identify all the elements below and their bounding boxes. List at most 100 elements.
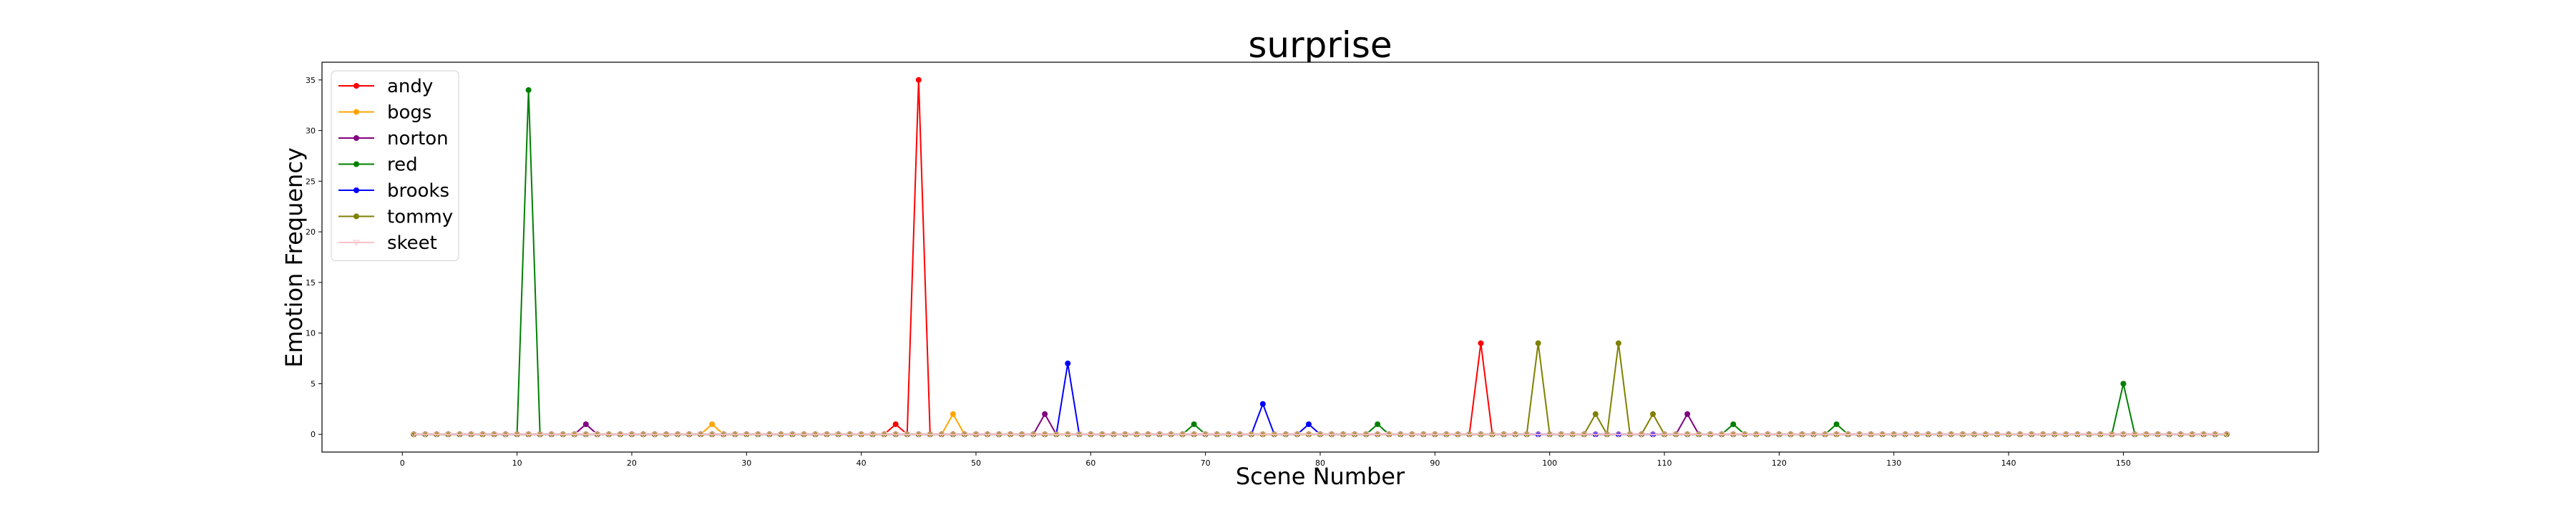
data-point-skeet-102 [1568,431,1576,438]
data-point-skeet-99 [1534,431,1542,438]
data-point-skeet-5 [456,431,464,438]
data-point-skeet-3 [433,431,441,438]
data-point-andy-94 [1478,340,1484,346]
legend-item-bogs: bogs [338,102,431,124]
data-point-skeet-155 [2177,431,2185,438]
data-point-skeet-154 [2165,431,2173,438]
data-point-skeet-40 [857,431,865,438]
data-point-skeet-119 [1764,431,1772,438]
data-point-skeet-132 [1913,431,1921,438]
data-point-skeet-19 [617,431,624,438]
data-point-skeet-145 [2062,431,2070,438]
data-point-skeet-39 [846,431,854,438]
data-point-skeet-86 [1385,431,1393,438]
legend-label: red [387,154,418,176]
data-point-skeet-134 [1936,431,1943,438]
data-point-skeet-126 [1844,431,1852,438]
data-point-skeet-121 [1787,431,1795,438]
legend-item-andy: andy [338,76,433,97]
data-point-skeet-78 [1294,431,1301,438]
data-point-norton-16 [582,421,589,428]
data-point-skeet-28 [720,431,728,438]
data-point-andy-45 [915,77,922,83]
data-point-skeet-74 [1247,431,1255,438]
x-tick-label: 60 [1085,458,1096,468]
data-point-skeet-95 [1488,431,1496,438]
data-point-skeet-130 [1890,431,1898,438]
data-point-skeet-127 [1855,431,1863,438]
x-tick-label: 50 [971,458,981,468]
data-point-skeet-117 [1741,431,1749,438]
data-point-skeet-79 [1305,431,1312,438]
data-point-skeet-141 [2016,431,2024,438]
data-point-skeet-153 [2154,431,2162,438]
legend-item-red: red [338,154,418,176]
data-point-tommy-109 [1650,411,1656,417]
y-tick-label: 5 [311,379,316,388]
data-point-skeet-11 [525,431,532,438]
data-point-skeet-54 [1018,431,1025,438]
data-point-skeet-129 [1878,431,1886,438]
data-point-skeet-96 [1500,431,1508,438]
data-point-skeet-58 [1064,431,1072,438]
data-point-skeet-8 [490,431,498,438]
data-point-skeet-63 [1121,431,1129,438]
data-point-skeet-69 [1190,431,1198,438]
legend-item-brooks: brooks [338,180,449,202]
data-point-red-125 [1833,421,1840,428]
data-point-skeet-53 [1007,431,1014,438]
data-point-skeet-23 [663,431,670,438]
data-point-skeet-6 [467,431,475,438]
data-point-tommy-159 [2223,431,2230,438]
data-point-skeet-101 [1557,431,1565,438]
legend-marker [353,109,359,115]
data-point-skeet-147 [2085,431,2093,438]
data-point-skeet-123 [1810,431,1818,438]
data-point-skeet-30 [743,431,751,438]
y-tick-label: 35 [306,76,316,85]
data-point-skeet-24 [674,431,681,438]
legend-label: bogs [387,102,431,124]
legend-marker [353,213,359,220]
data-point-skeet-25 [686,431,693,438]
data-point-skeet-55 [1030,431,1038,438]
data-point-skeet-70 [1201,431,1209,438]
legend-label: skeet [387,232,437,254]
data-point-skeet-44 [903,431,911,438]
y-tick-label: 10 [306,329,316,338]
data-point-skeet-66 [1156,431,1163,438]
data-point-skeet-139 [1994,431,2001,438]
data-point-skeet-104 [1591,431,1599,438]
y-tick-label: 15 [306,278,316,288]
data-point-skeet-60 [1087,431,1095,438]
data-point-skeet-64 [1133,431,1141,438]
data-point-skeet-13 [547,431,555,438]
data-point-skeet-107 [1626,431,1634,438]
data-point-brooks-79 [1305,421,1312,428]
data-point-bogs-48 [950,411,956,417]
x-tick-label: 40 [857,458,867,468]
data-point-skeet-138 [1982,431,1989,438]
legend-label: tommy [387,207,453,228]
x-tick-label: 20 [627,458,637,468]
data-point-skeet-57 [1053,431,1060,438]
data-point-skeet-100 [1546,431,1553,438]
data-point-skeet-12 [536,431,544,438]
data-point-skeet-90 [1431,431,1439,438]
data-point-skeet-140 [2005,431,2012,438]
data-point-andy-43 [892,421,899,428]
data-point-skeet-43 [892,431,899,438]
data-point-skeet-67 [1167,431,1175,438]
data-point-skeet-41 [869,431,877,438]
x-tick-label: 70 [1201,458,1211,468]
legend-label: norton [387,128,449,149]
data-point-red-150 [2120,381,2127,387]
data-point-skeet-18 [605,431,613,438]
y-tick-label: 0 [311,430,316,439]
data-point-skeet-42 [880,431,888,438]
data-point-tommy-106 [1615,340,1621,346]
data-point-red-69 [1191,421,1197,428]
data-point-skeet-49 [961,431,968,438]
data-point-skeet-128 [1867,431,1875,438]
